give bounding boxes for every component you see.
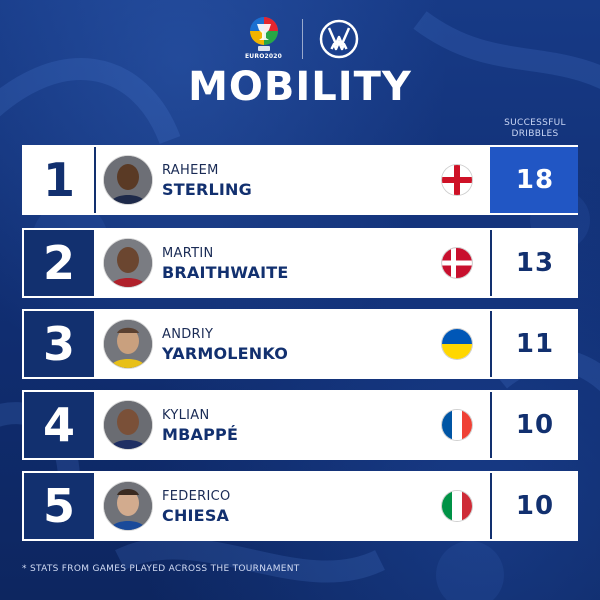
dribbles-value: 11 <box>490 311 578 377</box>
rank-number: 2 <box>24 230 94 296</box>
player-avatar <box>104 156 152 204</box>
player-last-name: MBAPPÉ <box>162 425 239 444</box>
rank-number: 1 <box>24 147 96 213</box>
player-avatar <box>104 401 152 449</box>
player-last-name: STERLING <box>162 180 252 199</box>
player-first-name: MARTIN <box>162 246 214 261</box>
player-first-name: ANDRIY <box>162 327 214 342</box>
italy-flag-icon <box>442 491 472 521</box>
sponsor-logos: EURO2020 <box>0 16 600 62</box>
player-first-name: RAHEEM <box>162 163 219 178</box>
ranking-row-3: 3 ANDRIY YARMOLENKO 11 <box>22 309 578 379</box>
euro-2020-logo: EURO2020 <box>242 16 286 62</box>
player-info: FEDERICO CHIESA <box>96 473 488 539</box>
column-header-line1: SUCCESSFUL <box>504 118 566 128</box>
ranking-row-2: 2 MARTIN BRAITHWAITE 13 <box>22 228 578 298</box>
rank-number: 5 <box>24 473 94 539</box>
ranking-row-5: 5 FEDERICO CHIESA 10 <box>22 471 578 541</box>
player-photo-icon <box>104 401 152 449</box>
england-flag-icon <box>442 165 472 195</box>
rank-number: 4 <box>24 392 94 458</box>
player-photo-icon <box>104 156 152 204</box>
ranking-row-1: 1 RAHEEM STERLING 18 <box>22 145 578 215</box>
page-title: MOBILITY <box>188 64 412 110</box>
ranking-row-4: 4 KYLIAN MBAPPÉ 10 <box>22 390 578 460</box>
column-header-successful-dribbles: SUCCESSFUL DRIBBLES <box>490 118 580 140</box>
player-info: MARTIN BRAITHWAITE <box>96 230 488 296</box>
player-last-name: BRAITHWAITE <box>162 263 289 282</box>
player-avatar <box>104 239 152 287</box>
euro-2020-trophy-logo-icon <box>249 17 278 51</box>
player-info: ANDRIY YARMOLENKO <box>96 311 488 377</box>
player-photo-icon <box>104 320 152 368</box>
player-info: KYLIAN MBAPPÉ <box>96 392 488 458</box>
euro-logo-text: EURO2020 <box>245 53 282 60</box>
column-header-line2: DRIBBLES <box>511 129 559 139</box>
rank-number: 3 <box>24 311 94 377</box>
footnote: * STATS FROM GAMES PLAYED ACROSS THE TOU… <box>22 564 300 574</box>
dribbles-value: 10 <box>490 473 578 539</box>
logo-divider <box>301 19 303 59</box>
dribbles-value: 13 <box>490 230 578 296</box>
player-last-name: YARMOLENKO <box>162 344 289 363</box>
player-last-name: CHIESA <box>162 506 230 525</box>
france-flag-icon <box>442 410 472 440</box>
player-first-name: KYLIAN <box>162 408 210 423</box>
dribbles-value: 10 <box>490 392 578 458</box>
volkswagen-logo-icon <box>319 19 358 59</box>
dribbles-value: 18 <box>490 147 578 213</box>
ukraine-flag-icon <box>442 329 472 359</box>
player-avatar <box>104 482 152 530</box>
player-info: RAHEEM STERLING <box>96 147 488 213</box>
player-first-name: FEDERICO <box>162 489 231 504</box>
player-avatar <box>104 320 152 368</box>
denmark-flag-icon <box>442 248 472 278</box>
player-photo-icon <box>104 239 152 287</box>
player-photo-icon <box>104 482 152 530</box>
